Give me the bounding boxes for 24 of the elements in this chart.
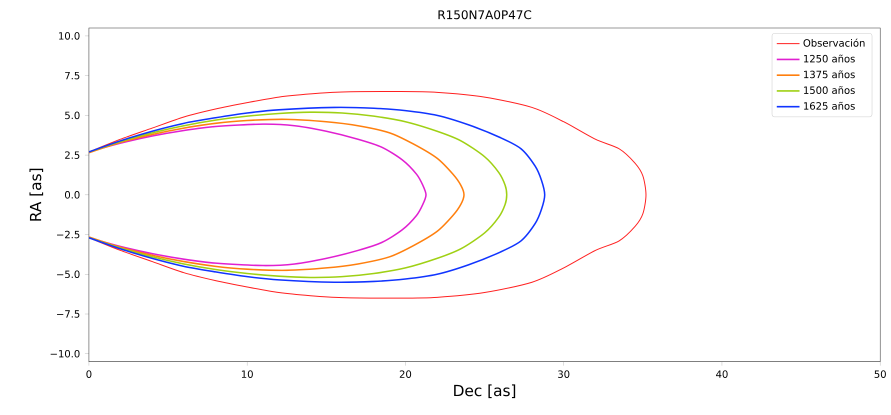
legend-label: 1250 años bbox=[804, 54, 855, 63]
legend-label: 1375 años bbox=[804, 70, 855, 78]
x-tick-label: 0 bbox=[86, 370, 92, 378]
legend-label: 1500 años bbox=[804, 86, 855, 94]
y-tick-label: −7.5 bbox=[57, 310, 80, 318]
chart-title: R150N7A0P47C bbox=[438, 10, 532, 20]
y-axis-title: RA [as] bbox=[29, 168, 44, 221]
x-tick-label: 50 bbox=[874, 370, 886, 378]
y-tick-label: 2.5 bbox=[65, 152, 80, 160]
y-tick-label: 7.5 bbox=[65, 72, 80, 80]
y-tick-label: 0.0 bbox=[65, 191, 80, 199]
x-tick-label: 30 bbox=[558, 370, 570, 378]
y-tick-label: −5.0 bbox=[57, 270, 80, 278]
x-tick-label: 40 bbox=[716, 370, 728, 378]
x-tick-label: 20 bbox=[400, 370, 412, 378]
x-axis-title: Dec [as] bbox=[454, 384, 516, 398]
y-tick-label: −2.5 bbox=[57, 230, 80, 239]
y-tick-label: 5.0 bbox=[65, 112, 80, 120]
x-tick-label: 10 bbox=[242, 370, 253, 378]
legend-label: Observación bbox=[804, 38, 865, 47]
legend-label: 1625 años bbox=[804, 102, 855, 110]
y-tick-label: 10.0 bbox=[59, 32, 80, 40]
line-series bbox=[88, 118, 465, 272]
y-tick-label: −10.0 bbox=[50, 350, 80, 358]
